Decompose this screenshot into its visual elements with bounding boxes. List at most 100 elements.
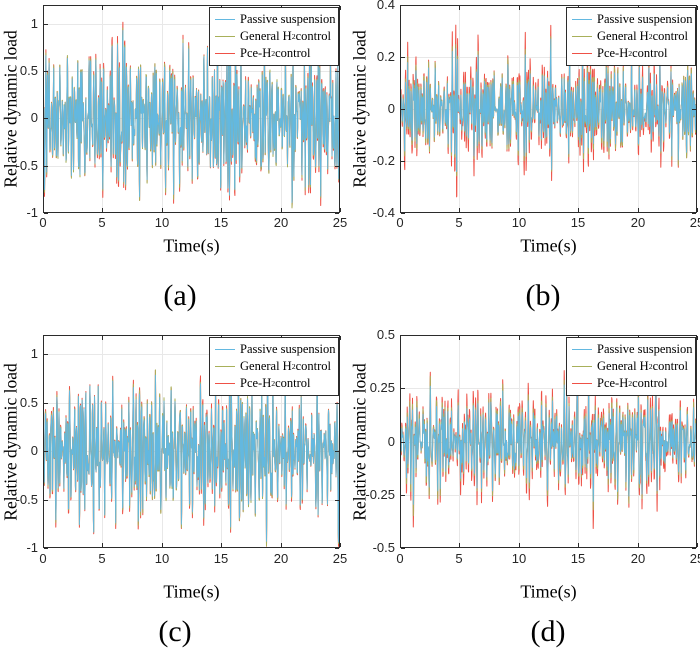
axes-box-a — [43, 5, 340, 213]
xtick-mark-top — [400, 336, 401, 340]
xtick-label: 0 — [39, 215, 47, 230]
xtick-mark-top — [162, 336, 163, 340]
axes-box-d — [400, 335, 697, 548]
ytick-label: 0.5 — [19, 395, 38, 410]
general-h2-line-swatch-icon — [215, 366, 235, 367]
ytick-mark-right — [335, 403, 339, 404]
signal-plot-c — [44, 361, 339, 547]
x-axis-label: Time(s) — [163, 235, 220, 256]
xtick-label: 15 — [570, 215, 586, 230]
xtick-mark — [519, 208, 520, 212]
ytick-label: -0.4 — [372, 205, 395, 220]
ytick-mark — [44, 118, 48, 119]
legend-label: Passive suspension — [240, 12, 336, 26]
xtick-label: 15 — [213, 215, 229, 230]
ytick-mark-right — [335, 548, 339, 549]
ytick-mark — [44, 500, 48, 501]
xtick-mark — [519, 543, 520, 547]
gridline-y-0.2 — [401, 57, 696, 58]
xtick-mark-top — [459, 6, 460, 10]
legend-label-suffix: control — [652, 29, 689, 43]
pce-h2-line-swatch-icon — [215, 53, 235, 54]
legend-item: Pce-H 2 control — [215, 45, 336, 62]
ytick-mark-right — [692, 495, 696, 496]
xtick-mark — [221, 208, 222, 212]
gridline-y--0.25 — [401, 495, 696, 496]
x-axis-label: Time(s) — [520, 581, 577, 602]
gridline-y-1 — [44, 24, 339, 25]
passive-line-swatch-icon — [215, 19, 235, 20]
ytick-mark-right — [692, 109, 696, 110]
legend-item: Pce-H 2 control — [572, 45, 693, 62]
ytick-mark-right — [692, 213, 696, 214]
xtick-mark — [102, 208, 103, 212]
series-passive-suspension — [44, 367, 339, 543]
xtick-mark — [459, 543, 460, 547]
ytick-label: -1 — [26, 540, 38, 555]
gridline-y-0.25 — [401, 388, 696, 389]
xtick-mark — [221, 543, 222, 547]
xtick-mark — [459, 208, 460, 212]
ytick-mark — [401, 213, 405, 214]
xtick-label: 20 — [273, 215, 289, 230]
xtick-mark — [578, 208, 579, 212]
xtick-mark-top — [697, 6, 698, 10]
xtick-mark-top — [43, 336, 44, 340]
xtick-label: 25 — [689, 551, 700, 566]
ytick-label: -0.5 — [15, 158, 38, 173]
general-h2-line-swatch-icon — [572, 366, 592, 367]
ytick-mark — [44, 548, 48, 549]
ytick-mark — [44, 24, 48, 25]
xtick-mark-top — [102, 6, 103, 10]
xtick-label: 5 — [455, 551, 463, 566]
xtick-mark — [281, 208, 282, 212]
legend-label-suffix: control — [275, 46, 311, 60]
xtick-mark-top — [340, 6, 341, 10]
gridline-y-0.5 — [44, 403, 339, 404]
ytick-mark — [401, 161, 405, 162]
xtick-mark-top — [162, 6, 163, 10]
xtick-mark-top — [519, 6, 520, 10]
ytick-label: 0.2 — [376, 49, 395, 64]
legend-item: Passive suspension — [572, 341, 693, 358]
xtick-label: 25 — [332, 551, 348, 566]
legend-label: Passive suspension — [597, 342, 693, 356]
legend-label-suffix: control — [652, 359, 689, 373]
xtick-mark — [102, 543, 103, 547]
ytick-mark — [401, 5, 405, 6]
xtick-mark — [638, 208, 639, 212]
legend-item: Passive suspension — [215, 341, 336, 358]
ytick-mark-right — [335, 451, 339, 452]
series-passive-suspension — [401, 38, 696, 173]
y-axis-label: Relative dynamic load — [349, 362, 370, 521]
ytick-mark-right — [692, 161, 696, 162]
ytick-mark-right — [335, 71, 339, 72]
ytick-mark-right — [692, 5, 696, 6]
legend-label: Pce-H — [597, 46, 629, 60]
ytick-mark — [401, 57, 405, 58]
xtick-label: 0 — [39, 551, 47, 566]
xtick-label: 25 — [689, 215, 700, 230]
ytick-label: 0 — [387, 101, 395, 116]
ytick-mark-right — [335, 500, 339, 501]
ytick-mark-right — [335, 213, 339, 214]
xtick-mark — [400, 543, 401, 547]
subplot-caption-c: (c) — [158, 615, 192, 648]
axes-box-b — [400, 5, 697, 213]
xtick-mark — [697, 208, 698, 212]
legend-label-suffix: control — [295, 359, 332, 373]
xtick-mark-top — [400, 6, 401, 10]
passive-line-swatch-icon — [215, 349, 235, 350]
ytick-mark — [44, 403, 48, 404]
legend-label: Pce-H — [597, 376, 629, 390]
series-passive-suspension — [401, 380, 696, 505]
general-h2-line-swatch-icon — [572, 36, 592, 37]
ytick-mark-right — [335, 166, 339, 167]
pce-h2-line-swatch-icon — [215, 383, 235, 384]
